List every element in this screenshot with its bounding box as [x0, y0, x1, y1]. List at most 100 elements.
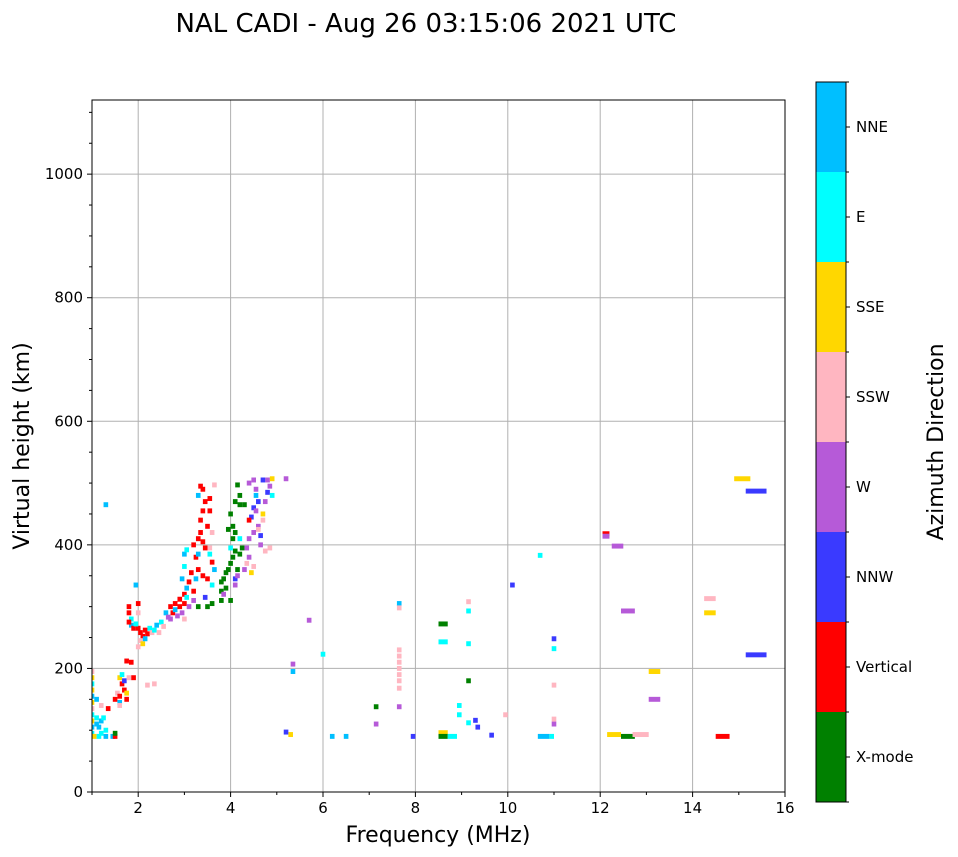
data-point-nne [179, 576, 185, 582]
colorbar-tick-label: W [856, 478, 871, 496]
data-point-vertical [126, 610, 132, 616]
data-point-ssw [135, 644, 141, 650]
data-point-e [269, 492, 275, 498]
data-point-sse [648, 669, 661, 674]
y-tick-label: 200 [54, 659, 83, 677]
data-point-sse [92, 733, 97, 739]
plot-frame [91, 99, 786, 793]
data-point-e [551, 646, 557, 652]
data-point-w [262, 499, 268, 505]
data-point-vertical [128, 659, 134, 665]
x-tick-label: 10 [498, 799, 517, 817]
x-tick-label: 8 [411, 799, 421, 817]
data-point-w [179, 610, 185, 616]
x-tick-label: 14 [683, 799, 702, 817]
data-point-x-mode [230, 554, 236, 560]
data-point-vertical [131, 625, 136, 631]
data-point-ssw [126, 675, 132, 681]
data-point-e [101, 715, 106, 721]
data-point-vertical [202, 499, 208, 505]
data-point-vertical [195, 536, 201, 542]
data-point-w [246, 536, 252, 542]
data-point-ssw [156, 630, 162, 636]
data-point-w [242, 567, 247, 573]
data-point-vertical [177, 604, 183, 610]
data-point-w [246, 554, 252, 560]
data-point-x-mode [237, 492, 243, 498]
data-point-nne [117, 699, 123, 705]
data-point-vertical [191, 542, 196, 548]
data-point-nnw [473, 717, 478, 723]
data-point-e [184, 547, 190, 553]
data-point-sse [92, 675, 95, 681]
data-point-x-mode [221, 576, 226, 582]
data-point-x-mode [219, 579, 224, 585]
data-point-nnw [410, 733, 416, 739]
data-point-e [466, 641, 471, 647]
data-point-e [537, 552, 543, 558]
data-point-nne [343, 733, 349, 739]
data-point-e [320, 651, 326, 657]
data-point-w [253, 486, 259, 492]
data-point-vertical [170, 610, 176, 616]
data-point-vertical [715, 733, 730, 739]
y-tick-label: 600 [54, 412, 83, 430]
data-point-w [306, 617, 312, 623]
data-point-ssw [396, 659, 402, 665]
data-point-e [447, 733, 457, 739]
data-point-x-mode [466, 678, 471, 684]
data-point-vertical [195, 567, 201, 573]
data-point-w [551, 721, 557, 727]
data-point-e [92, 681, 95, 687]
data-point-x-mode [219, 597, 224, 603]
data-point-nnw [249, 514, 254, 520]
data-point-sse [734, 476, 751, 482]
data-point-w [175, 613, 180, 619]
data-point-ssw [207, 545, 213, 551]
data-point-ssw [262, 548, 268, 554]
data-point-ssw [466, 599, 471, 605]
data-point-vertical [200, 486, 206, 492]
data-point-ssw [182, 616, 187, 622]
data-point-e [133, 621, 139, 627]
data-point-vertical [135, 625, 141, 631]
data-point-x-mode [373, 704, 379, 710]
data-point-sse [607, 732, 621, 738]
data-point-sse [260, 511, 266, 517]
data-point-vertical [145, 631, 150, 637]
data-point-e [98, 730, 104, 736]
data-point-e [128, 616, 134, 622]
data-point-nnw [489, 732, 494, 738]
data-point-x-mode [620, 733, 635, 739]
data-point-w [620, 608, 635, 614]
data-point-nne [163, 610, 169, 616]
data-point-e [119, 672, 125, 678]
data-point-w [611, 543, 624, 549]
colorbar-swatch-vertical [816, 622, 846, 712]
data-point-x-mode [239, 545, 245, 551]
data-point-vertical [172, 601, 178, 607]
data-point-nne [184, 585, 190, 591]
data-point-ssw [503, 712, 508, 718]
data-point-e [228, 545, 233, 551]
chart-title: NAL CADI - Aug 26 03:15:06 2021 UTC [176, 9, 677, 39]
colorbar-swatch-x-mode [816, 712, 846, 802]
data-point-vertical [189, 570, 194, 576]
data-point-w [265, 477, 270, 483]
data-point-nne [142, 636, 148, 642]
data-point-nne [172, 607, 178, 613]
data-point-vertical [200, 573, 206, 579]
data-point-e [147, 625, 153, 631]
data-point-ssw [251, 564, 257, 569]
x-tick-label: 16 [775, 799, 794, 817]
data-point-e [184, 594, 190, 600]
data-point-e [438, 639, 448, 645]
data-point-nne [182, 551, 187, 557]
data-point-ssw [632, 732, 649, 738]
data-point-e [158, 619, 164, 625]
data-point-ssw [117, 703, 123, 708]
data-point-vertical [122, 687, 127, 693]
data-point-vertical [124, 658, 129, 664]
data-point-ssw [152, 681, 157, 687]
data-point-x-mode [228, 511, 233, 517]
